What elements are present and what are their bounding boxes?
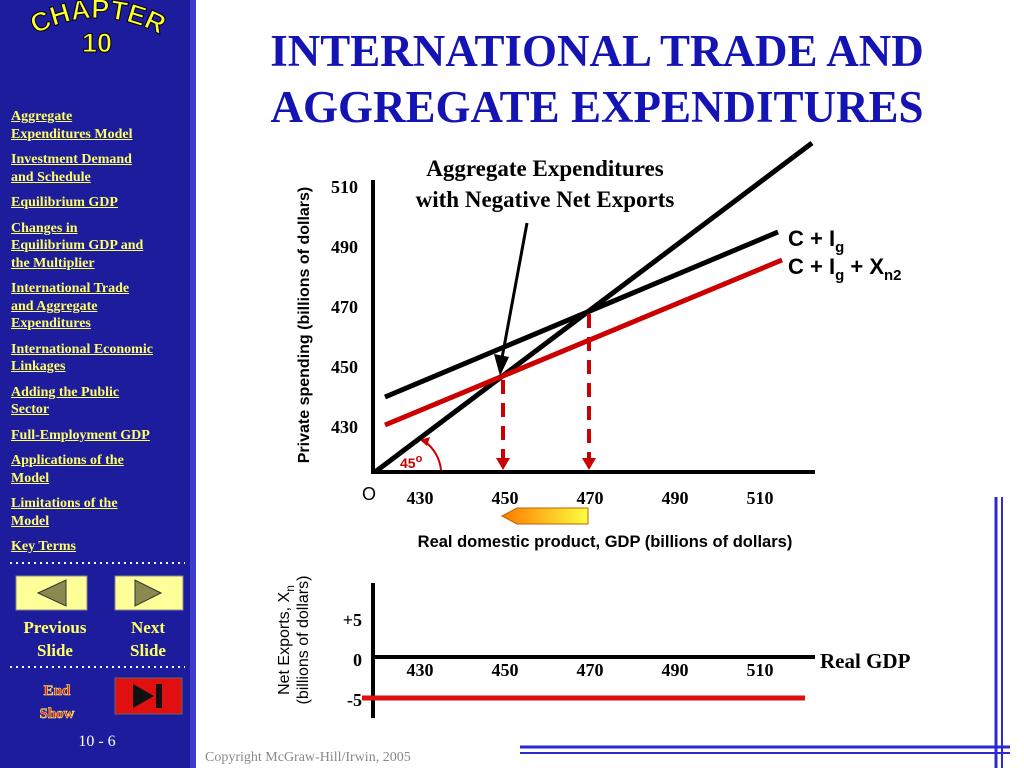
nav-link[interactable]: International Economic Linkages — [11, 341, 189, 376]
y-tick-label: 470 — [331, 297, 358, 317]
button-icon — [156, 684, 162, 708]
previous-label[interactable]: Previous Slide — [24, 618, 87, 660]
nav-link[interactable]: Changes in Equilibrium GDP and the Multipl… — [11, 220, 189, 273]
next-label[interactable]: Next Slide — [130, 618, 166, 660]
annotation-arrow — [500, 222, 529, 359]
nav-link[interactable]: Full-Employment GDP — [11, 427, 189, 445]
nav-link-text[interactable]: Limitations of the — [11, 496, 118, 511]
nav-link-text[interactable]: International Economic — [11, 341, 153, 357]
y-tick-label: +5 — [343, 610, 362, 630]
slide-title: INTERNATIONAL TRADE AND AGGREGATE EXPENDI… — [270, 26, 923, 132]
y-tick-label: -5 — [347, 690, 362, 710]
x-tick-label: 510 — [747, 488, 774, 508]
aggregate-expenditures-line — [384, 229, 779, 400]
sidebar — [0, 0, 196, 768]
nav-link[interactable]: Investment Demand and Schedule — [11, 151, 189, 186]
lower-graph: Real GDP Net Exports, Xn (billions of do… — [276, 576, 911, 718]
nav-link-text[interactable]: Applications of the — [11, 453, 124, 468]
nav-link-text[interactable]: Equilibrium GDP — [11, 195, 118, 210]
x-tick-label: 470 — [577, 488, 604, 508]
shift-arrow — [500, 507, 589, 525]
arrowhead — [582, 458, 596, 470]
navigation: Aggregate Expenditures Model Investment De… — [11, 108, 189, 564]
nav-link-text[interactable]: Expenditures Model — [11, 126, 133, 142]
slide-number: 10 - 6 — [78, 733, 115, 750]
x-tick-label: 430 — [407, 488, 434, 508]
nav-link-text[interactable]: Changes in — [11, 220, 78, 236]
x-tick-label: 450 — [492, 488, 519, 508]
nav-link-text[interactable]: Sector — [11, 402, 50, 417]
nav-link[interactable]: Aggregate Expenditures Model — [11, 108, 189, 143]
aggregate-expenditures-with-net-exports — [384, 257, 783, 428]
nav-link-text[interactable]: Model — [11, 470, 50, 486]
copyright: Copyright McGraw-Hill/Irwin, 2005 — [205, 750, 411, 765]
nav-link-text[interactable]: the Multiplier — [11, 255, 95, 271]
y-tick-label: 510 — [331, 177, 358, 197]
nav-link-text[interactable]: Key Terms — [11, 539, 76, 554]
button-icon — [133, 684, 154, 708]
x-axis-label: Real domestic product, GDP (billions of … — [418, 533, 793, 551]
end-show-button[interactable] — [114, 677, 183, 715]
previous-button[interactable] — [15, 575, 88, 611]
nav-link-text[interactable]: Model — [11, 513, 50, 529]
arrowhead — [496, 458, 510, 470]
y-tick-label: 450 — [331, 357, 358, 377]
angle-label: 45o — [400, 453, 423, 471]
y-axis-label: Net Exports, Xn — [276, 585, 297, 695]
x-tick-label: 510 — [747, 660, 774, 680]
nav-link[interactable]: International Trade and Aggregate Expendit… — [11, 280, 189, 333]
nav-link-text[interactable]: and Aggregate — [11, 298, 98, 314]
annotation: Aggregate Expenditures with Negative Net … — [416, 156, 675, 212]
y-axis-label: (billions of dollars) — [295, 576, 312, 705]
sidebar-edge — [190, 0, 196, 768]
line-label: C + Ig — [788, 226, 844, 256]
nav-link[interactable]: Equilibrium GDP — [11, 194, 189, 212]
nav-link[interactable]: Adding the Public Sector — [11, 384, 189, 419]
nav-link[interactable]: Applications of the Model — [11, 452, 189, 487]
x-axis-label: Real GDP — [820, 649, 911, 673]
nav-link-text[interactable]: Aggregate — [11, 109, 73, 124]
next-button[interactable] — [114, 575, 184, 611]
y-axis-label: Private spending (billions of dollars) — [296, 187, 313, 463]
button-icon — [36, 579, 67, 607]
arrowhead — [420, 437, 430, 446]
y-tick-label: 0 — [353, 650, 362, 670]
x-tick-label: 490 — [662, 488, 689, 508]
nav-link-text[interactable]: Adding the Public — [11, 384, 120, 400]
line-label: C + Ig + Xn2 — [788, 254, 902, 284]
button-icon — [134, 579, 163, 607]
arrowhead — [494, 354, 509, 376]
nav-link-text[interactable]: Linkages — [11, 359, 66, 374]
x-tick-label: 450 — [492, 660, 519, 680]
origin-label: O — [362, 484, 376, 504]
nav-link[interactable]: Limitations of the Model — [11, 495, 189, 530]
end-show-label[interactable]: End Show — [39, 683, 75, 723]
x-tick-label: 430 — [407, 660, 434, 680]
nav-link-text[interactable]: Expenditures — [11, 316, 91, 331]
nav-link[interactable]: Key Terms — [11, 538, 189, 556]
nav-link-text[interactable]: and Schedule — [11, 169, 91, 185]
nav-link-text[interactable]: International Trade — [11, 281, 130, 296]
nav-link-text[interactable]: Equilibrium GDP and — [11, 238, 144, 253]
upper-graph: 45o O Aggregate Expenditures with Negativ… — [296, 141, 902, 551]
nav-link-text[interactable]: Full-Employment GDP — [11, 427, 150, 443]
chapter-number: 10 — [82, 28, 112, 58]
x-tick-label: 490 — [662, 660, 689, 680]
y-tick-label: 490 — [331, 237, 358, 257]
y-tick-label: 430 — [331, 417, 358, 437]
x-tick-label: 470 — [577, 660, 604, 680]
nav-link-text[interactable]: Investment Demand — [11, 152, 132, 167]
